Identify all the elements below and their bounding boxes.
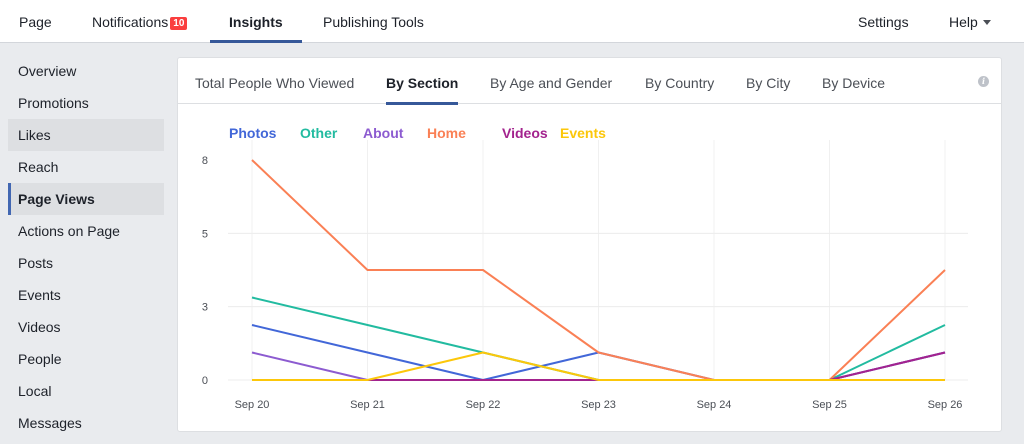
- top-navigation: Page Notifications 10 Insights Publishing…: [0, 0, 1024, 43]
- nav-publishing-tools[interactable]: Publishing Tools: [323, 14, 424, 30]
- x-tick-label: Sep 23: [581, 399, 616, 411]
- chevron-down-icon: [982, 20, 991, 25]
- y-tick-label: 0: [202, 375, 208, 387]
- sidebar-item-local[interactable]: Local: [18, 383, 52, 399]
- x-tick-label: Sep 24: [697, 399, 732, 411]
- sidebar-item-actions-on-page[interactable]: Actions on Page: [18, 223, 120, 239]
- tab-by-section[interactable]: By Section: [386, 58, 459, 105]
- tab-by-age-and-gender[interactable]: By Age and Gender: [490, 75, 613, 91]
- notification-count-badge: 10: [170, 17, 188, 30]
- tab-by-device[interactable]: By Device: [822, 75, 886, 91]
- nav-help-label: Help: [949, 14, 978, 30]
- sidebar-item-reach[interactable]: Reach: [18, 159, 59, 175]
- nav-insights[interactable]: Insights: [210, 0, 302, 43]
- x-tick-label: Sep 26: [928, 399, 963, 411]
- sidebar-item-overview[interactable]: Overview: [18, 63, 77, 79]
- tab-by-country[interactable]: By Country: [645, 75, 715, 91]
- legend-item-events[interactable]: Events: [560, 125, 606, 141]
- sidebar-item-events[interactable]: Events: [18, 287, 61, 303]
- legend-item-other[interactable]: Other: [300, 125, 338, 141]
- sidebar-item-posts[interactable]: Posts: [18, 255, 54, 271]
- nav-help[interactable]: Help: [949, 0, 991, 43]
- legend-item-about[interactable]: About: [363, 125, 404, 141]
- sidebar-item-people[interactable]: People: [18, 351, 62, 367]
- y-tick-label: 8: [202, 155, 208, 167]
- nav-notifications[interactable]: Notifications 10: [92, 0, 188, 43]
- sidebar-item-messages[interactable]: Messages: [18, 415, 82, 431]
- insights-panel: Total People Who Viewed By Section By Ag…: [177, 57, 1002, 432]
- legend-item-home[interactable]: Home: [427, 125, 466, 141]
- section-tabs: Total People Who Viewed By Section By Ag…: [178, 58, 1001, 105]
- sidebar-item-page-views[interactable]: Page Views: [8, 183, 164, 215]
- nav-page[interactable]: Page: [19, 14, 52, 30]
- nav-settings[interactable]: Settings: [858, 14, 909, 30]
- sidebar-item-videos[interactable]: Videos: [18, 319, 61, 335]
- x-tick-label: Sep 25: [812, 399, 847, 411]
- legend-item-photos[interactable]: Photos: [229, 125, 277, 141]
- x-tick-label: Sep 20: [235, 399, 270, 411]
- info-icon[interactable]: i: [978, 76, 989, 87]
- y-tick-label: 3: [202, 302, 208, 314]
- sidebar-item-likes[interactable]: Likes: [8, 119, 164, 151]
- sidebar: Overview Promotions Likes Reach Page Views Ac…: [8, 55, 164, 439]
- x-tick-label: Sep 21: [350, 399, 385, 411]
- sidebar-item-promotions[interactable]: Promotions: [18, 95, 89, 111]
- page-views-by-section-chart: Sep 20 Sep 21 Sep 22 Sep 23 Sep 24 Sep 25 Sep …: [202, 140, 968, 411]
- tab-total-people-who-viewed[interactable]: Total People Who Viewed: [195, 75, 355, 91]
- legend-item-videos[interactable]: Videos: [502, 125, 548, 141]
- tab-by-city[interactable]: By City: [746, 75, 791, 91]
- y-tick-label: 5: [202, 228, 208, 240]
- x-tick-label: Sep 22: [466, 399, 501, 411]
- series-line-events: [252, 351, 945, 381]
- nav-notifications-label: Notifications: [92, 14, 169, 30]
